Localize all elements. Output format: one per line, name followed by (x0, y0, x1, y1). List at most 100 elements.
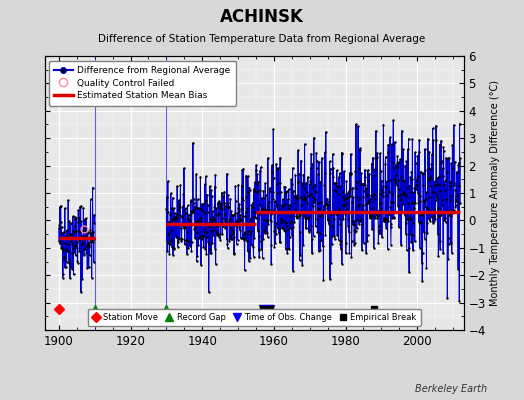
Point (181, 210, 189, 216)
Point (249, 186, 258, 192)
Point (222, 221, 230, 227)
Point (242, 172, 250, 179)
Point (60, 228, 68, 235)
Point (182, 210, 190, 216)
Point (414, 173, 422, 180)
Point (192, 171, 200, 177)
Point (428, 189, 436, 196)
Point (439, 173, 447, 179)
Point (336, 221, 344, 227)
Point (403, 216, 411, 222)
Point (81, 246, 89, 252)
Point (384, 218, 392, 224)
Point (209, 231, 217, 238)
Point (386, 223, 395, 230)
Point (271, 239, 279, 246)
Point (60, 254, 69, 260)
Point (59, 270, 67, 277)
Point (263, 206, 271, 213)
Point (187, 248, 195, 254)
Point (287, 225, 295, 232)
Point (259, 236, 267, 242)
Point (319, 209, 328, 215)
Point (208, 218, 216, 224)
Point (340, 201, 348, 208)
Point (201, 210, 209, 216)
Point (375, 230, 383, 236)
Point (256, 167, 264, 174)
Point (276, 154, 285, 161)
Point (306, 227, 314, 233)
Point (288, 181, 296, 187)
Point (419, 170, 428, 176)
Point (329, 174, 337, 180)
Point (83, 243, 91, 250)
Point (210, 216, 219, 222)
Point (435, 212, 443, 219)
Point (428, 151, 436, 158)
Point (332, 211, 341, 217)
Point (349, 221, 357, 228)
Point (362, 201, 370, 208)
Point (81, 224, 90, 231)
Point (296, 252, 304, 258)
Point (184, 245, 192, 251)
Point (353, 179, 362, 185)
Point (223, 245, 232, 252)
Point (386, 134, 394, 141)
Point (429, 189, 438, 196)
Point (395, 210, 403, 217)
Point (239, 166, 247, 172)
Point (447, 250, 456, 256)
Point (180, 237, 189, 243)
Point (335, 216, 344, 222)
Point (445, 240, 453, 247)
Point (277, 220, 285, 226)
Point (439, 144, 447, 151)
Point (436, 188, 445, 194)
Point (182, 237, 191, 243)
Point (253, 188, 261, 195)
Point (368, 212, 377, 219)
Point (77, 218, 85, 224)
Point (396, 156, 405, 163)
Point (303, 215, 311, 221)
Point (334, 191, 343, 198)
Point (283, 250, 291, 256)
Point (382, 183, 390, 190)
Point (250, 179, 259, 185)
Point (429, 220, 437, 226)
Point (173, 183, 181, 190)
Point (227, 225, 235, 231)
Point (418, 212, 426, 218)
Point (401, 162, 409, 169)
Point (169, 216, 178, 223)
Point (395, 224, 403, 230)
Point (172, 234, 180, 240)
Point (299, 171, 308, 178)
Point (195, 234, 203, 241)
Point (378, 193, 387, 200)
Point (245, 258, 253, 264)
Point (204, 238, 212, 245)
Point (202, 196, 210, 203)
Point (373, 212, 381, 219)
Point (61, 205, 69, 211)
Point (85, 252, 94, 258)
Point (407, 168, 416, 175)
Point (355, 146, 364, 153)
Point (375, 227, 383, 234)
Point (313, 205, 322, 211)
Point (67, 220, 75, 226)
Point (451, 186, 459, 193)
Point (238, 194, 246, 201)
Point (63, 241, 72, 248)
Point (220, 200, 228, 206)
Point (272, 204, 281, 210)
Point (245, 187, 254, 194)
Point (219, 223, 227, 229)
Point (370, 171, 379, 178)
Point (235, 201, 244, 208)
Point (413, 190, 422, 196)
Point (56, 240, 64, 246)
